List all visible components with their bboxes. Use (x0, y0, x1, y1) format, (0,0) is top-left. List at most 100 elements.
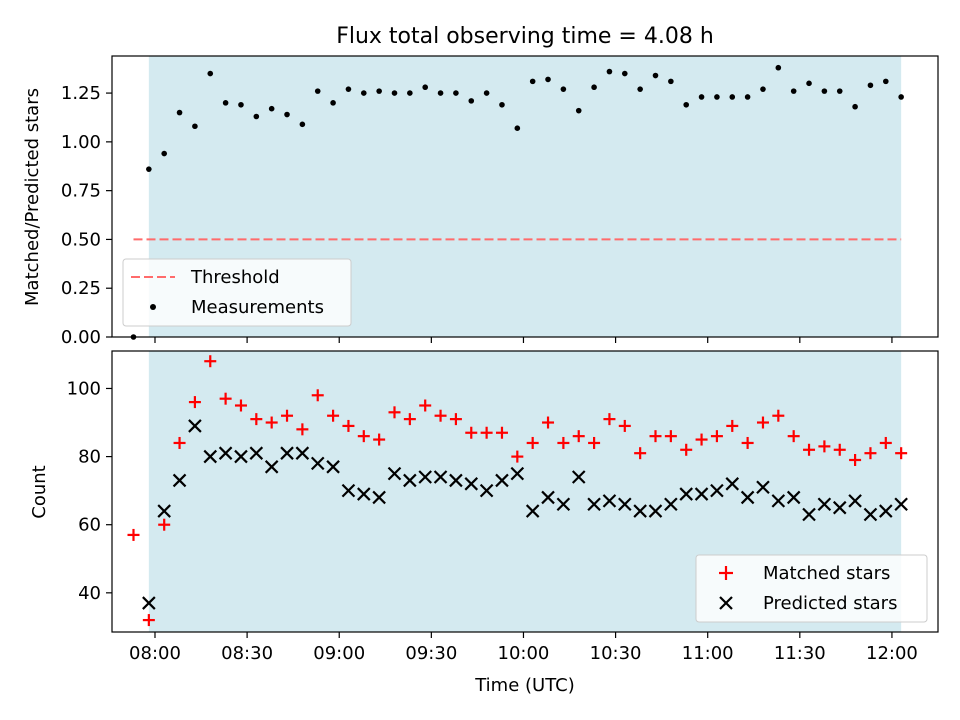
measurement-point (268, 105, 275, 112)
matched-star-marker (572, 430, 585, 443)
predicted-star-marker (556, 497, 571, 512)
measurement-point (806, 80, 812, 87)
predicted-star-marker (571, 470, 586, 484)
bottom-y-tick-label: 60 (78, 515, 101, 536)
predicted-marker-stroke (740, 490, 755, 505)
measurement-point (652, 72, 659, 79)
top-y-tick-label: 1.00 (61, 132, 101, 153)
measurement-point (222, 100, 229, 106)
x-tick-label: 10:00 (498, 643, 550, 664)
predicted-star-marker (587, 497, 601, 512)
predicted-marker-stroke (341, 483, 356, 498)
predicted-star-marker (541, 490, 555, 505)
x-tick-label: 09:30 (405, 643, 457, 664)
predicted-star-marker (694, 487, 709, 501)
matched-star-marker (741, 436, 754, 449)
predicted-star-marker (188, 419, 202, 433)
predicted-star-marker (203, 449, 218, 464)
predicted-star-marker (249, 446, 264, 460)
measurement-point (729, 94, 736, 100)
measurement-point (714, 94, 720, 100)
measurement-point (253, 113, 260, 120)
measurement-point (238, 101, 244, 108)
bottom-y-tick-label: 100 (67, 378, 101, 399)
bottom-panel: 40 60 80 100 08:00 08:30 09:00 09:30 10:00 10:30… (29, 350, 939, 696)
predicted-marker-stroke (602, 494, 617, 508)
predicted-marker-stroke (510, 466, 525, 481)
matched-star-marker (465, 426, 478, 439)
matched-star-marker (281, 409, 294, 422)
predicted-star-marker (172, 473, 187, 488)
predicted-marker-stroke (817, 497, 832, 512)
matched-star-marker (158, 518, 171, 531)
predicted-marker-stroke (556, 497, 571, 512)
matched-star-marker (618, 419, 631, 432)
matched-star-marker (188, 396, 201, 409)
predicted-marker-stroke (879, 504, 893, 518)
predicted-star-marker (879, 504, 893, 518)
predicted-marker-stroke (756, 480, 770, 495)
predicted-marker-stroke (694, 487, 709, 501)
matched-star-marker (219, 392, 232, 405)
predicted-star-marker (418, 470, 432, 484)
measurement-point (575, 107, 582, 114)
predicted-marker-stroke (172, 473, 187, 488)
matched-star-marker (296, 423, 309, 436)
predicted-star-marker (357, 487, 371, 501)
x-tick-label: 11:30 (774, 643, 826, 664)
measurement-point (437, 90, 444, 96)
predicted-star-marker (495, 473, 509, 488)
top-legend: Threshold Measurements (122, 258, 352, 327)
predicted-star-marker (234, 449, 248, 464)
top-y-tick-label: 1.25 (61, 83, 101, 104)
predicted-marker-stroke (618, 497, 632, 512)
measurement-point (146, 166, 152, 172)
matched-star-marker (357, 430, 370, 443)
matched-star-marker (726, 419, 739, 432)
matched-star-marker (772, 409, 785, 422)
bottom-legend-box (695, 554, 928, 623)
measurement-point (529, 78, 536, 85)
predicted-star-marker (280, 446, 294, 460)
measurement-point (621, 70, 628, 77)
measurement-points (130, 64, 904, 340)
top-y-ticks: 0.00 0.25 0.50 0.75 1.00 1.25 (61, 83, 112, 348)
predicted-star-marker (679, 487, 693, 501)
measurement-point (514, 125, 521, 132)
measurement-point (898, 94, 904, 100)
predicted-marker-stroke (541, 490, 555, 505)
predicted-marker-stroke (280, 446, 294, 460)
x-tick-label: 09:00 (313, 643, 365, 664)
matched-star-marker (695, 433, 708, 446)
predicted-star-marker (894, 497, 908, 512)
predicted-marker-stroke (710, 483, 724, 498)
measurement-point (744, 94, 751, 100)
matched-star-marker (879, 436, 892, 449)
predicted-star-marker (157, 504, 171, 518)
matched-star-marker (818, 440, 831, 453)
predicted-star-marker (817, 497, 832, 512)
top-axes-frame (111, 55, 939, 338)
measurement-point (836, 88, 843, 94)
predicted-marker-stroke (188, 419, 202, 433)
measurement-point (422, 84, 429, 91)
predicted-star-marker (464, 477, 479, 491)
chart-title: Flux total observing time = 4.08 h (336, 24, 714, 49)
count-points (127, 355, 908, 627)
predicted-marker-stroke (664, 497, 678, 512)
measurement-point (407, 90, 413, 96)
x-tick-label: 08:00 (129, 643, 181, 664)
predicted-marker-stroke (234, 449, 248, 464)
predicted-marker-stroke (218, 446, 233, 460)
measurement-point (637, 86, 643, 92)
predicted-marker-stroke (403, 473, 417, 488)
predicted-star-marker (832, 500, 847, 515)
predicted-star-marker (433, 470, 448, 484)
top-legend-box (122, 258, 352, 327)
matched-star-marker (710, 430, 723, 443)
matched-star-marker (403, 413, 416, 426)
predicted-marker-stroke (449, 473, 463, 488)
predicted-star-marker (341, 483, 356, 498)
predicted-marker-stroke (587, 497, 601, 512)
matched-star-marker (557, 436, 570, 449)
